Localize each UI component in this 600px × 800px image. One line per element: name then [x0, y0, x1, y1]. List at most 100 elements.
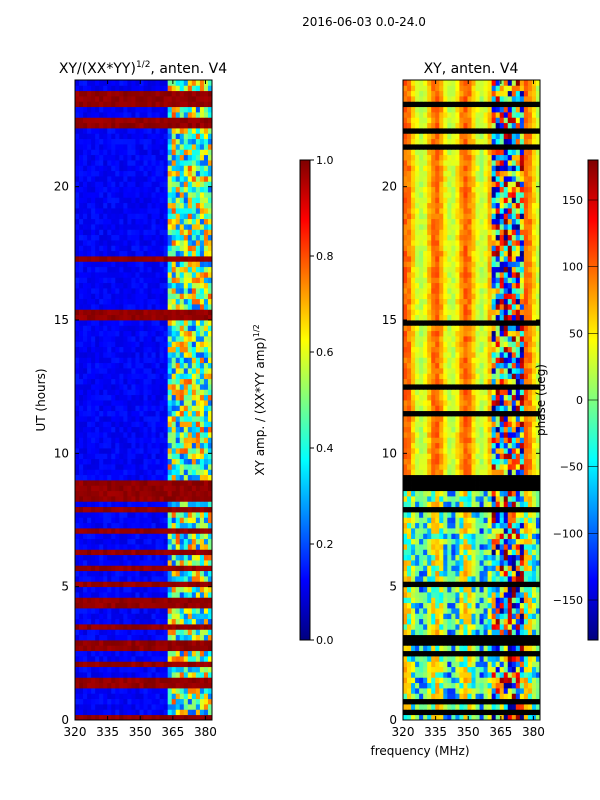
amplitude-cell — [127, 352, 132, 358]
amplitude-cell — [83, 421, 88, 428]
amplitude-cell — [183, 544, 189, 550]
phase-cell — [471, 704, 476, 710]
amplitude-cell — [143, 106, 148, 113]
amplitude-cell — [75, 442, 80, 449]
phase-cell — [451, 592, 456, 598]
amplitude-cell — [99, 528, 104, 534]
amplitude-cell — [119, 234, 124, 241]
amplitude-cell — [147, 133, 152, 140]
amplitude-cell — [187, 144, 193, 150]
amplitude-cell — [131, 576, 136, 582]
amplitude-cell — [167, 128, 173, 134]
amplitude-cell — [99, 496, 104, 502]
amplitude-cell — [135, 602, 140, 609]
amplitude-cell — [91, 586, 96, 593]
phase-cell — [455, 586, 460, 593]
amplitude-cell — [183, 202, 189, 209]
amplitude-cell — [123, 160, 128, 166]
amplitude-cell — [123, 208, 128, 214]
amplitude-cell — [87, 618, 92, 625]
phase-cell — [527, 650, 533, 657]
amplitude-cell — [163, 106, 169, 113]
amplitude-cell — [187, 314, 193, 321]
amplitude-cell — [151, 346, 156, 353]
amplitude-cell — [179, 538, 185, 545]
amplitude-cell — [143, 629, 148, 636]
phase-cell — [431, 704, 436, 710]
amplitude-cell — [115, 394, 120, 401]
amplitude-cell — [95, 181, 100, 188]
amplitude-cell — [135, 640, 140, 646]
amplitude-cell — [147, 272, 152, 278]
amplitude-cell — [175, 533, 181, 540]
amplitude-cell — [203, 293, 209, 300]
phase-cell — [455, 608, 460, 614]
phase-cell — [515, 666, 521, 673]
amplitude-cell — [111, 266, 116, 273]
phase-cell — [491, 597, 497, 604]
amplitude-cell — [131, 117, 136, 124]
amplitude-cell — [111, 592, 116, 598]
amplitude-cell — [167, 106, 173, 113]
amplitude-cell — [199, 378, 205, 385]
amplitude-cell — [127, 549, 132, 556]
phase-cell — [515, 709, 521, 716]
amplitude-cell — [79, 229, 84, 236]
amplitude-cell — [195, 314, 201, 321]
amplitude-cell — [191, 405, 197, 412]
amplitude-cell — [203, 346, 209, 353]
amplitude-cell — [159, 272, 165, 278]
phase-cell — [431, 656, 436, 662]
amplitude-cell — [103, 304, 108, 310]
phase-cell — [467, 709, 472, 716]
amplitude-cell — [95, 661, 100, 668]
amplitude-cell — [167, 629, 173, 636]
amplitude-cell — [131, 330, 136, 337]
amplitude-cell — [91, 304, 96, 310]
amplitude-cell — [99, 394, 104, 401]
amplitude-cell — [139, 325, 144, 332]
phase-cell — [487, 666, 493, 673]
phase-cell — [463, 613, 468, 620]
amplitude-cell — [199, 202, 205, 209]
amplitude-cell — [123, 101, 128, 108]
amplitude-cell — [147, 602, 152, 609]
amplitude-cell — [115, 181, 120, 188]
amplitude-cell — [151, 122, 156, 129]
amplitude-cell — [175, 240, 181, 246]
phase-cell — [475, 709, 480, 716]
amplitude-cell — [143, 170, 148, 177]
phase-cell — [423, 618, 428, 625]
phase-cell — [451, 688, 456, 694]
amplitude-cell — [147, 229, 152, 236]
amplitude-cell — [191, 597, 197, 604]
amplitude-cell — [203, 570, 209, 577]
phase-cell — [499, 608, 505, 614]
amplitude-cell — [155, 314, 161, 321]
amplitude-cell — [115, 138, 120, 145]
amplitude-cell — [151, 389, 156, 396]
amplitude-cell — [111, 672, 116, 678]
phase-cell — [455, 629, 460, 636]
amplitude-cell — [199, 213, 205, 220]
amplitude-cell — [91, 528, 96, 534]
amplitude-cell — [119, 464, 124, 470]
amplitude-cell — [159, 437, 165, 444]
amplitude-cell — [167, 474, 173, 481]
amplitude-cell — [107, 389, 112, 396]
amplitude-cell — [83, 229, 88, 236]
amplitude-cell — [83, 709, 88, 716]
amplitude-cell — [159, 181, 165, 188]
phase-cell — [487, 640, 493, 646]
amplitude-cell — [127, 426, 132, 433]
amplitude-cell — [179, 698, 185, 705]
amplitude-cell — [139, 640, 144, 646]
amplitude-cell — [83, 106, 88, 113]
amplitude-cell — [171, 325, 177, 332]
amplitude-cell — [115, 245, 120, 252]
amplitude-cell — [75, 272, 80, 278]
amplitude-cell — [203, 608, 209, 614]
amplitude-cell — [207, 650, 213, 657]
amplitude-cell — [123, 149, 128, 156]
amplitude-cell — [135, 570, 140, 577]
